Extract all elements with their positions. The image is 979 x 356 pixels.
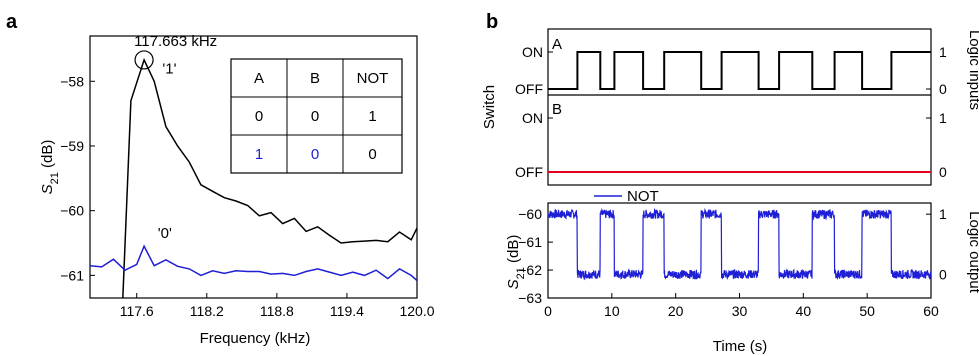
a-xtick-label: 120.0 bbox=[399, 303, 434, 319]
output-logic-tick-label: 1 bbox=[939, 206, 947, 222]
ylabel-sub: 21 bbox=[49, 172, 61, 184]
logic-tick-label: 1 bbox=[939, 44, 947, 60]
truth-table-cell: 0 bbox=[368, 146, 376, 163]
a-ytick-label: −60 bbox=[60, 203, 84, 219]
logic-inputs-ylabel: Logic inputs bbox=[966, 30, 979, 110]
logic-output-ylabel: Logic output bbox=[966, 211, 979, 294]
a-xtick-label: 118.8 bbox=[260, 303, 294, 319]
truth-table-cell: 1 bbox=[368, 108, 376, 125]
panel-a-ylabel: S21 (dB) bbox=[39, 140, 61, 195]
output-ytick-label: −63 bbox=[518, 290, 542, 306]
truth-table-cell: 1 bbox=[255, 146, 263, 163]
truth-table-cell: 0 bbox=[311, 108, 319, 125]
a-ytick-label: −59 bbox=[60, 138, 84, 154]
logic-tick-label: 1 bbox=[939, 110, 947, 126]
a-xtick-label: 117.6 bbox=[120, 303, 154, 319]
truth-table-cell: 0 bbox=[311, 146, 319, 163]
switch-ylabel: Switch bbox=[481, 85, 498, 129]
panel-b-xlabel: Time (s) bbox=[713, 338, 767, 355]
output-ytick-label: −60 bbox=[518, 206, 542, 222]
subplot-a-label: A bbox=[552, 36, 562, 53]
b-xtick-label: 20 bbox=[668, 303, 684, 319]
panel-b-switch-plot: ON 1 OFF 0 ON 1 OFF 0 A B bbox=[515, 28, 947, 186]
subplot-b-label: B bbox=[552, 101, 562, 118]
a-xtick-label: 119.4 bbox=[330, 303, 364, 319]
b-xtick-label: 0 bbox=[544, 303, 552, 319]
switch-tick-label: ON bbox=[522, 44, 543, 60]
ylabel-s: S bbox=[39, 184, 56, 194]
panel-b-label: b bbox=[486, 11, 498, 33]
truth-table-header: NOT bbox=[357, 70, 389, 87]
panel-a-frame bbox=[89, 35, 418, 299]
ylabel-b-s: S bbox=[505, 279, 522, 289]
legend-not-label: NOT bbox=[627, 188, 659, 205]
panel-a-plot: 117.6 118.2 118.8 119.4 120.0 −58 −59 −60 −61 1… bbox=[60, 33, 434, 319]
ylabel-b-sub: 21 bbox=[515, 267, 527, 279]
truth-table-cell: 0 bbox=[255, 108, 263, 125]
panel-a-label: a bbox=[6, 11, 18, 33]
b-xtick-label: 60 bbox=[923, 303, 939, 319]
logic-tick-label: 0 bbox=[939, 164, 947, 180]
switch-frame bbox=[547, 28, 932, 186]
switch-tick-label: OFF bbox=[515, 164, 543, 180]
b-xtick-label: 40 bbox=[796, 303, 812, 319]
ylabel-b-unit: (dB) bbox=[505, 235, 522, 268]
truth-table-header: B bbox=[310, 70, 320, 87]
a-series-0-line bbox=[122, 57, 417, 298]
a-ytick-label: −61 bbox=[60, 267, 84, 283]
ylabel-unit: (dB) bbox=[39, 140, 56, 173]
output-logic-tick-label: 0 bbox=[939, 266, 947, 282]
truth-table-frame bbox=[230, 58, 403, 174]
a-series-1-line bbox=[90, 244, 417, 282]
logic-tick-label: 0 bbox=[939, 81, 947, 97]
peak-marker-circle bbox=[134, 50, 154, 70]
truth-table-header: A bbox=[254, 70, 264, 87]
peak-frequency-label: 117.663 kHz bbox=[134, 33, 217, 50]
truth-table: A B NOT 0 0 1 1 0 0 bbox=[230, 58, 403, 174]
switch-tick-label: ON bbox=[522, 110, 543, 126]
b-xtick-label: 50 bbox=[859, 303, 875, 319]
not-output-trace bbox=[547, 207, 932, 281]
switch-A-trace bbox=[548, 51, 931, 90]
output-ytick-label: −62 bbox=[518, 262, 542, 278]
output-ylabel: S21 (dB) bbox=[505, 235, 527, 290]
a-ytick-label: −58 bbox=[60, 73, 84, 89]
b-xtick-label: 10 bbox=[604, 303, 620, 319]
switch-tick-label: OFF bbox=[515, 81, 543, 97]
series-0-label: '0' bbox=[158, 225, 172, 242]
series-1-label: '1' bbox=[162, 61, 176, 78]
b-xtick-label: 30 bbox=[732, 303, 748, 319]
a-xtick-label: 118.2 bbox=[190, 303, 224, 319]
panel-a-xlabel: Frequency (kHz) bbox=[200, 330, 311, 347]
output-ytick-label: −61 bbox=[518, 234, 542, 250]
